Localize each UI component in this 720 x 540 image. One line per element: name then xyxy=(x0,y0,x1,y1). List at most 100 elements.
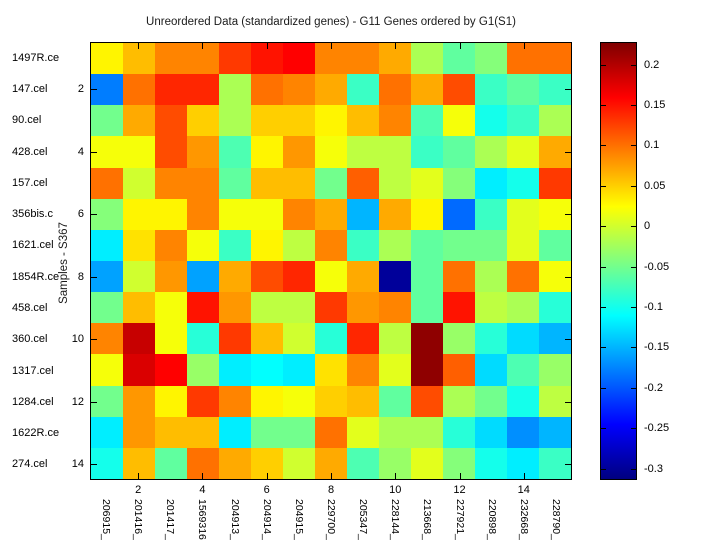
heatmap-cell xyxy=(539,260,571,293)
colorbar-tick-mark xyxy=(601,185,606,187)
heatmap-cell xyxy=(379,43,411,75)
heatmap-cell xyxy=(475,198,507,230)
gene-label: 204913_ xyxy=(228,499,241,540)
heatmap-cell xyxy=(411,74,443,106)
heatmap-cell xyxy=(475,74,507,106)
heatmap-cell xyxy=(507,260,539,293)
colorbar-tick-mark xyxy=(631,266,636,268)
heatmap-cell xyxy=(91,292,123,324)
heatmap-cell xyxy=(219,229,251,261)
gene-label: 204915_ xyxy=(292,499,305,540)
colorbar-tick-mark xyxy=(631,105,636,107)
heatmap-cell xyxy=(475,105,507,137)
heatmap-cell xyxy=(123,74,155,106)
heatmap-cell xyxy=(411,105,443,137)
heatmap-cell xyxy=(251,74,283,106)
heatmap-cell xyxy=(379,105,411,137)
colorbar-tick-mark xyxy=(631,347,636,349)
y-tick-mark xyxy=(91,214,97,216)
x-tick-mark xyxy=(138,473,140,479)
y-tick-mark xyxy=(565,464,571,466)
heatmap-cell xyxy=(539,323,571,355)
heatmap-cell xyxy=(507,136,539,168)
x-tick-mark xyxy=(266,43,268,49)
sample-label: 458.cel xyxy=(12,301,48,314)
heatmap-cell xyxy=(443,229,475,261)
sample-label: 1854R.ce xyxy=(12,270,60,283)
y-tick-mark xyxy=(565,151,571,153)
colorbar-tick-mark xyxy=(631,387,636,389)
heatmap-cell xyxy=(283,198,315,230)
sample-label: 90.cel xyxy=(12,114,42,127)
heatmap-plot xyxy=(90,42,572,480)
heatmap-cell xyxy=(187,354,219,386)
heatmap-cell xyxy=(187,167,219,199)
heatmap-cell xyxy=(187,74,219,106)
heatmap-cell xyxy=(283,167,315,199)
heatmap-cell xyxy=(155,136,187,168)
y-tick-mark xyxy=(91,401,97,403)
heatmap-cell xyxy=(123,385,155,417)
x-tick-mark xyxy=(266,473,268,479)
heatmap-cell xyxy=(507,292,539,324)
heatmap-cell xyxy=(443,447,475,479)
heatmap-cell xyxy=(315,354,347,386)
heatmap-cell xyxy=(155,260,187,293)
heatmap-cell xyxy=(539,354,571,386)
heatmap-cell xyxy=(251,416,283,448)
x-tick-label: 14 xyxy=(517,484,530,496)
heatmap-cell xyxy=(187,260,219,293)
x-tick-mark xyxy=(395,473,397,479)
heatmap-cell xyxy=(411,385,443,417)
sample-label: 274.cel xyxy=(12,458,48,471)
heatmap-cell xyxy=(251,198,283,230)
x-tick-label: 6 xyxy=(263,484,270,496)
sample-label: 1622R.ce xyxy=(12,427,60,440)
colorbar-tick-mark xyxy=(601,105,606,107)
heatmap-cell xyxy=(507,229,539,261)
heatmap-cell xyxy=(219,43,251,75)
heatmap-cell xyxy=(347,198,379,230)
heatmap-cell xyxy=(123,198,155,230)
gene-label: 204914_ xyxy=(260,499,273,540)
heatmap-cell xyxy=(283,136,315,168)
heatmap-cell xyxy=(443,416,475,448)
heatmap-cell xyxy=(507,198,539,230)
heatmap-cell xyxy=(411,354,443,386)
x-tick-mark xyxy=(202,473,204,479)
heatmap-cell xyxy=(379,136,411,168)
heatmap-cell xyxy=(283,292,315,324)
heatmap-cell xyxy=(475,354,507,386)
heatmap-cell xyxy=(379,260,411,293)
heatmap-cell xyxy=(283,323,315,355)
heatmap-cell xyxy=(283,260,315,293)
gene-label: 201417_ xyxy=(164,499,177,540)
heatmap-cell xyxy=(379,447,411,479)
colorbar-tick-mark xyxy=(631,226,636,228)
y-axis-label: Samples - S367 xyxy=(58,222,70,304)
heatmap-cell xyxy=(219,105,251,137)
heatmap-cell xyxy=(347,74,379,106)
heatmap-cell xyxy=(347,260,379,293)
sample-label: 356bis.c xyxy=(12,208,53,221)
heatmap-cell xyxy=(347,105,379,137)
heatmap-cell xyxy=(475,292,507,324)
heatmap-cell xyxy=(347,354,379,386)
heatmap-cell xyxy=(411,167,443,199)
heatmap-cell xyxy=(283,354,315,386)
colorbar-tick-label: 0.2 xyxy=(644,58,660,71)
gene-label: 227921_ xyxy=(453,499,466,540)
heatmap-cell xyxy=(443,74,475,106)
colorbar-tick-mark xyxy=(601,226,606,228)
heatmap-cell xyxy=(475,323,507,355)
heatmap-cell xyxy=(475,43,507,75)
heatmap-cell xyxy=(91,447,123,479)
heatmap-cell xyxy=(219,292,251,324)
gene-label: 201416_ xyxy=(132,499,145,540)
y-tick-label: 4 xyxy=(77,145,84,158)
heatmap-cell xyxy=(123,323,155,355)
heatmap-cell xyxy=(379,416,411,448)
colorbar-tick-label: -0.15 xyxy=(644,341,670,354)
heatmap-cell xyxy=(155,292,187,324)
